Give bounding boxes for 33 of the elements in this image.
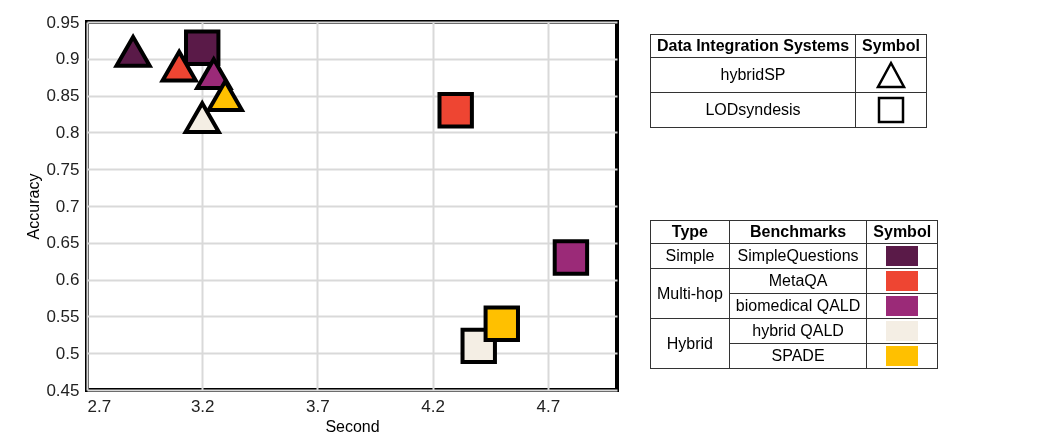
y-tick-label: 0.6 [55,270,80,290]
y-tick-label: 0.5 [55,343,80,363]
y-tick-label: 0.85 [46,86,80,106]
x-tick-label: 4.2 [421,396,445,416]
text: Type [650,220,730,244]
text: SimpleQuestions [729,243,867,269]
y-tick-label: 0.7 [55,196,80,216]
text: Benchmarks [729,220,867,244]
x-tick-label: 2.7 [87,396,112,416]
text: Symbol [866,220,938,244]
x-tick-label: 3.2 [190,396,215,416]
y-tick-label: 0.65 [46,233,80,253]
text: Multi-hop [650,268,730,319]
text: Simple [650,243,730,269]
y-axis-title: Accuracy [25,173,43,240]
legend-title: Data Integration Systems [650,34,856,58]
y-tick-label: 0.75 [46,159,80,179]
text: hybridSP [650,57,856,93]
text: LODsyndesis [650,92,856,128]
y-tick-label: 0.55 [46,306,80,326]
x-axis-title: Second [325,417,380,435]
text: hybrid QALD [729,318,867,344]
text: biomedical QALD [729,293,867,319]
x-tick-label: 4.7 [536,396,561,416]
text: SPADE [729,343,867,369]
y-tick-label: 0.8 [55,122,80,142]
text: MetaQA [729,268,867,294]
y-tick-label: 0.45 [46,380,80,400]
y-tick-label: 0.95 [46,12,80,32]
text: Symbol [855,34,927,58]
x-tick-label: 3.7 [306,396,330,416]
y-tick-label: 0.9 [55,49,80,69]
text: Hybrid [650,318,730,369]
